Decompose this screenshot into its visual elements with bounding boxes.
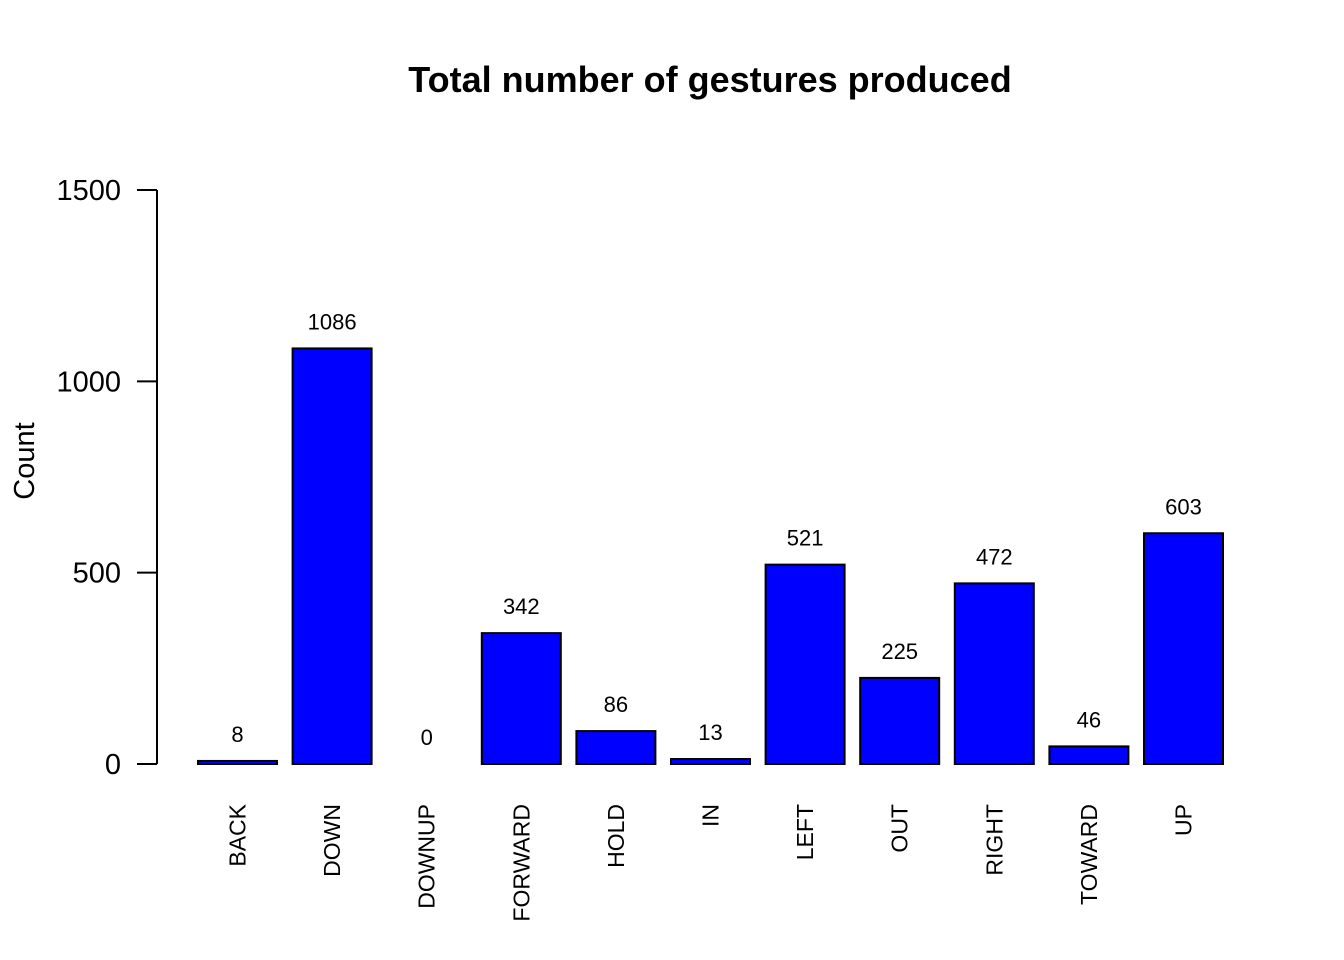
bars-group bbox=[197, 347, 1224, 766]
bar-back bbox=[197, 759, 278, 765]
bar-right bbox=[953, 582, 1035, 766]
x-tick-label-right: RIGHT bbox=[981, 804, 1007, 876]
y-axis-label: Count bbox=[9, 422, 41, 499]
bar-toward bbox=[1048, 745, 1130, 766]
bar-hold bbox=[575, 730, 657, 765]
x-tick-label-left: LEFT bbox=[792, 804, 818, 860]
data-label-left: 521 bbox=[787, 526, 824, 551]
bar-out bbox=[859, 676, 941, 766]
bar-down bbox=[291, 347, 373, 765]
bar-up bbox=[1143, 532, 1224, 766]
data-label-out: 225 bbox=[881, 639, 918, 664]
data-label-down: 1086 bbox=[308, 309, 357, 334]
chart-title: Total number of gestures produced bbox=[408, 59, 1011, 100]
x-tick-label-out: OUT bbox=[887, 804, 913, 853]
data-label-up: 603 bbox=[1165, 494, 1202, 519]
bar-left bbox=[764, 563, 846, 766]
data-label-right: 472 bbox=[976, 544, 1013, 569]
data-label-downup: 0 bbox=[421, 725, 433, 750]
x-tick-label-up: UP bbox=[1171, 804, 1197, 836]
data-label-in: 13 bbox=[698, 720, 722, 745]
data-label-forward: 342 bbox=[503, 594, 540, 619]
x-tick-label-forward: FORWARD bbox=[508, 804, 534, 922]
y-tick-label: 1000 bbox=[56, 366, 121, 398]
y-axis: 0 500 1000 1500 bbox=[56, 175, 158, 781]
y-tick-label: 0 bbox=[105, 749, 121, 781]
data-label-toward: 46 bbox=[1077, 707, 1101, 732]
x-tick-labels-group: BACK DOWN DOWNUP FORWARD HOLD IN LEFT OUT RIGHT T… bbox=[225, 803, 1197, 921]
data-label-hold: 86 bbox=[604, 692, 628, 717]
bar-in bbox=[670, 758, 751, 765]
bar-forward bbox=[480, 632, 562, 765]
y-tick-label: 500 bbox=[73, 558, 121, 590]
x-tick-label-toward: TOWARD bbox=[1076, 804, 1102, 905]
data-label-back: 8 bbox=[231, 722, 243, 747]
data-labels-group: 8 1086 0 342 86 13 521 225 472 46 603 bbox=[231, 309, 1201, 750]
y-tick-label: 1500 bbox=[56, 175, 121, 207]
x-tick-label-hold: HOLD bbox=[603, 804, 629, 868]
x-tick-label-back: BACK bbox=[225, 803, 251, 866]
x-tick-label-in: IN bbox=[698, 804, 724, 827]
x-tick-label-downup: DOWNUP bbox=[414, 804, 440, 909]
x-tick-label-down: DOWN bbox=[319, 804, 345, 877]
